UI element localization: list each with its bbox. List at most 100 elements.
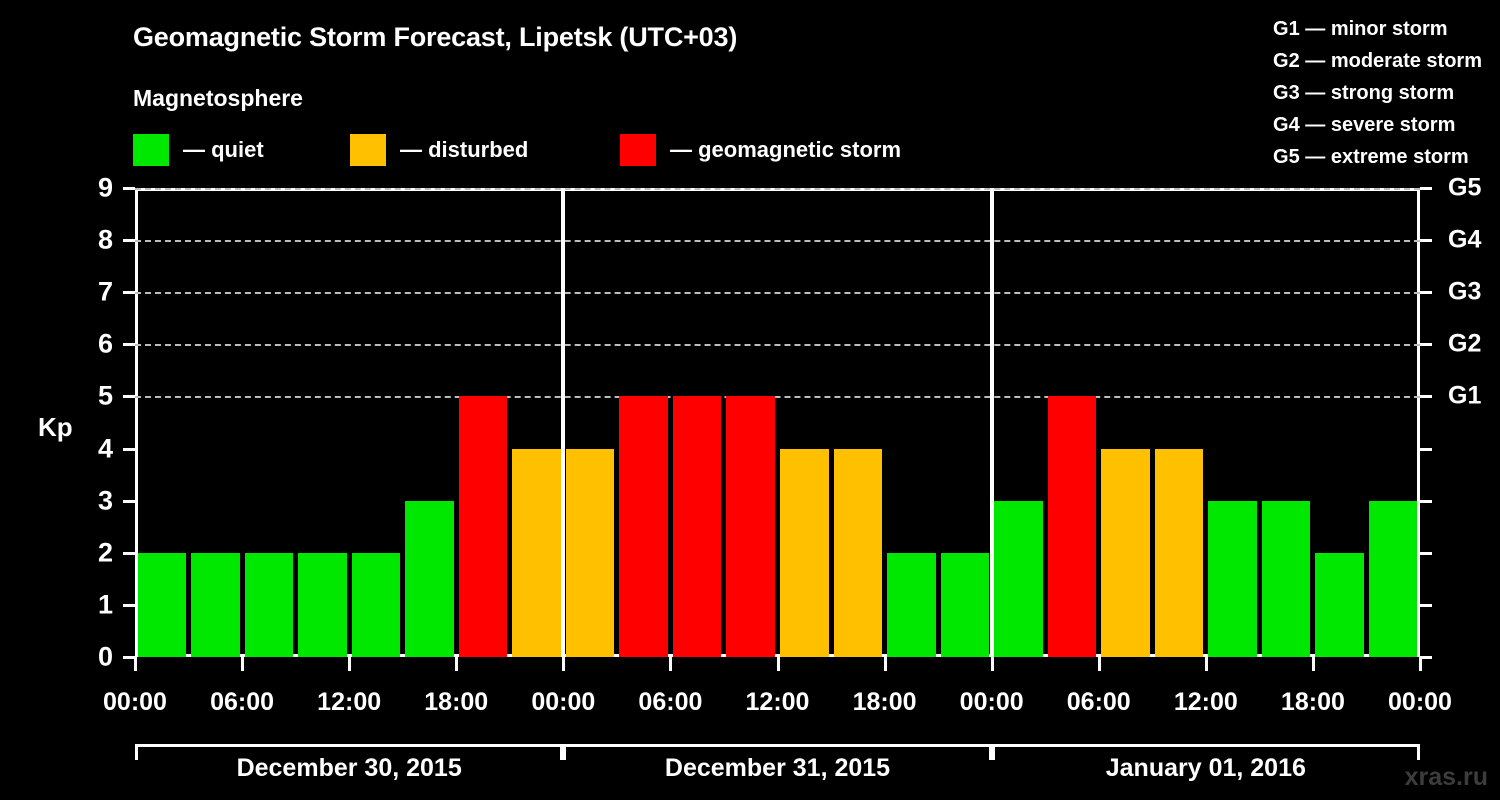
y-axis-title: Kp — [38, 412, 73, 442]
gridline-kp-5 — [135, 396, 1420, 399]
bar-21[interactable] — [1261, 500, 1311, 657]
y-tick-left-6 — [123, 343, 135, 347]
g-scale-row-g5: G5 — extreme storm — [1273, 146, 1469, 168]
bar-9[interactable] — [619, 396, 668, 657]
bar-8[interactable] — [565, 448, 615, 657]
day-bracket-tick-0-1 — [560, 744, 564, 760]
x-tick-2 — [348, 657, 352, 671]
x-axis-label-5: 06:00 — [638, 688, 703, 716]
x-tick-1 — [241, 657, 245, 671]
magnetosphere-label: Magnetosphere — [133, 85, 303, 111]
bar-0[interactable] — [137, 552, 187, 657]
day-bracket-2 — [991, 744, 1420, 747]
x-tick-10 — [1204, 657, 1208, 671]
page-title: Geomagnetic Storm Forecast, Lipetsk (UTC… — [133, 22, 738, 52]
day-bracket-1 — [563, 744, 992, 747]
day-label-0: December 30, 2015 — [236, 754, 462, 782]
x-axis-label-6: 12:00 — [745, 688, 810, 716]
y-axis-label-7: 7 — [97, 276, 113, 307]
y-axis-label-3: 3 — [97, 485, 113, 516]
day-bracket-tick-1-0 — [563, 744, 567, 760]
y-axis-label-6: 6 — [97, 328, 113, 359]
day-bracket-tick-2-0 — [991, 744, 995, 760]
bar-2[interactable] — [244, 552, 294, 657]
bar-15[interactable] — [940, 552, 990, 657]
bar-11[interactable] — [726, 396, 775, 657]
x-axis-label-1: 06:00 — [210, 688, 275, 716]
g-scale-row-g3: G3 — strong storm — [1273, 82, 1455, 104]
y-tick-right-7 — [1420, 291, 1432, 295]
x-axis-label-10: 12:00 — [1173, 688, 1238, 716]
bar-20[interactable] — [1208, 500, 1257, 657]
gridline-kp-7 — [135, 292, 1420, 295]
x-axis-label-8: 00:00 — [959, 688, 1024, 716]
legend-swatch-disturbed — [350, 134, 386, 166]
day-bracket-0 — [135, 744, 564, 747]
x-tick-9 — [1097, 657, 1101, 671]
g-scale-legend: G1 — minor storm G2 — moderate storm G3 … — [1273, 13, 1482, 173]
watermark: xras.ru — [1404, 763, 1488, 791]
legend-label-quiet: — quiet — [183, 137, 264, 162]
x-axis-label-11: 18:00 — [1280, 688, 1345, 716]
bar-1[interactable] — [191, 552, 240, 657]
day-bracket-tick-1-1 — [988, 744, 992, 760]
bar-17[interactable] — [1047, 396, 1097, 657]
x-axis-label-7: 18:00 — [852, 688, 917, 716]
x-axis-label-0: 00:00 — [103, 688, 167, 716]
x-axis-label-9: 06:00 — [1066, 688, 1131, 716]
bar-3[interactable] — [298, 552, 347, 657]
g-scale-row-g4: G4 — severe storm — [1273, 114, 1456, 136]
bar-23[interactable] — [1368, 500, 1418, 657]
x-tick-3 — [455, 657, 459, 671]
g-axis-label-G1: G1 — [1448, 381, 1482, 410]
x-tick-5 — [669, 657, 673, 671]
g-scale-row-g2: G2 — moderate storm — [1273, 50, 1482, 72]
legend-label-storm: — geomagnetic storm — [670, 137, 902, 162]
y-tick-left-5 — [123, 395, 135, 399]
y-tick-left-3 — [123, 499, 135, 503]
legend-item-quiet: — quiet — [133, 133, 264, 167]
legend-item-storm: — geomagnetic storm — [620, 133, 901, 167]
x-tick-7 — [883, 657, 887, 671]
bar-22[interactable] — [1315, 552, 1364, 657]
bar-10[interactable] — [672, 396, 722, 657]
legend-item-disturbed: — disturbed — [350, 133, 528, 167]
y-tick-left-4 — [123, 447, 135, 451]
y-tick-left-9 — [123, 187, 135, 190]
day-bracket-tick-0-0 — [135, 744, 138, 760]
gridline-kp-8 — [135, 240, 1420, 243]
bar-19[interactable] — [1154, 448, 1204, 657]
y-axis-label-5: 5 — [97, 380, 113, 411]
x-tick-11 — [1311, 657, 1315, 671]
y-axis-label-4: 4 — [97, 433, 113, 464]
bar-7[interactable] — [512, 448, 561, 657]
bar-5[interactable] — [405, 500, 454, 657]
g-axis-label-G2: G2 — [1448, 329, 1482, 358]
y-tick-right-4 — [1420, 447, 1432, 451]
y-tick-right-6 — [1420, 343, 1432, 347]
g-axis-label-G5: G5 — [1448, 173, 1482, 202]
y-axis-label-8: 8 — [97, 224, 113, 255]
bar-16[interactable] — [994, 500, 1043, 657]
bar-4[interactable] — [351, 552, 401, 657]
y-axis-label-2: 2 — [97, 537, 113, 568]
g-scale-row-g1: G1 — minor storm — [1273, 18, 1448, 40]
x-axis-label-12: 00:00 — [1388, 688, 1452, 716]
x-tick-8 — [990, 657, 994, 671]
gridline-kp-9 — [135, 188, 1420, 190]
x-axis-label-2: 12:00 — [317, 688, 382, 716]
bar-13[interactable] — [833, 448, 883, 657]
bar-14[interactable] — [887, 552, 936, 657]
y-tick-right-0 — [1420, 656, 1432, 659]
y-tick-right-9 — [1420, 187, 1432, 190]
gridline-kp-6 — [135, 344, 1420, 347]
bar-12[interactable] — [780, 448, 829, 657]
y-axis-label-0: 0 — [97, 641, 113, 672]
x-axis-label-3: 18:00 — [424, 688, 489, 716]
y-tick-right-1 — [1420, 603, 1432, 607]
y-axis-label-9: 9 — [97, 172, 113, 203]
day-separator-16 — [989, 188, 994, 657]
bar-18[interactable] — [1101, 448, 1150, 657]
legend-swatch-quiet — [133, 134, 169, 166]
bar-6[interactable] — [458, 396, 508, 657]
